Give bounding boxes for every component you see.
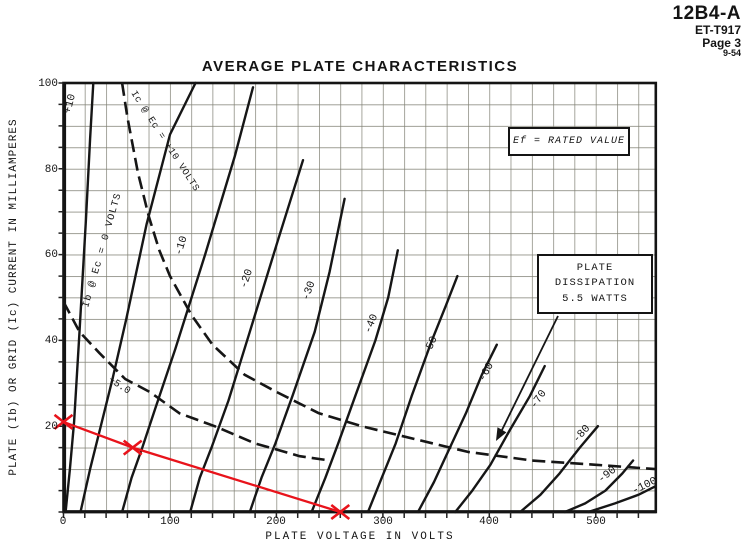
dissipation-line-1: PLATE bbox=[576, 262, 614, 275]
dissipation-pointer-arrowhead bbox=[496, 427, 507, 441]
dissipation-pointer bbox=[496, 315, 559, 441]
y-tick-80: 80 bbox=[44, 164, 58, 176]
curve-+5-0 bbox=[62, 301, 330, 462]
doc-header: 12B4-A ET-T917 Page 3 9-54 bbox=[673, 4, 741, 59]
curve--20 bbox=[189, 159, 305, 514]
load-line-x-marker bbox=[53, 413, 74, 430]
curve--80 bbox=[519, 425, 600, 514]
y-tick-100: 100 bbox=[38, 78, 58, 90]
doc-date: 9-54 bbox=[722, 48, 741, 59]
ef-note-text: Ef = RATED VALUE bbox=[512, 136, 625, 147]
curve-label-m10: -10 bbox=[173, 235, 190, 257]
load-line-x-marker bbox=[330, 503, 351, 521]
curve--100 bbox=[587, 485, 657, 514]
tube-model: 12B4-A bbox=[672, 3, 741, 24]
curve-ic-ec-+10-volts bbox=[120, 82, 656, 471]
curve--60 bbox=[416, 343, 498, 514]
y-tick-60: 60 bbox=[44, 249, 58, 261]
dissipation-line-3: 5.5 WATTS bbox=[562, 292, 628, 305]
dissipation-line-2: DISSIPATION bbox=[554, 277, 636, 290]
load-line-annotation bbox=[53, 413, 351, 521]
x-axis-label: PLATE VOLTAGE IN VOLTS bbox=[265, 531, 455, 543]
y-axis-label: PLATE (Ib) OR GRID (Ic) CURRENT IN MILLI… bbox=[8, 118, 20, 476]
ef-rated-value-box: Ef = RATED VALUE bbox=[508, 127, 630, 156]
x-tick-300: 300 bbox=[373, 516, 393, 528]
x-tick-500: 500 bbox=[586, 516, 606, 528]
x-tick-400: 400 bbox=[479, 516, 499, 528]
curve-ib-ec-0-volts bbox=[79, 81, 197, 514]
curve-label-m20: -20 bbox=[238, 268, 256, 291]
page-number: Page 3 bbox=[702, 35, 741, 50]
curve--10 bbox=[120, 86, 255, 514]
y-tick-20: 20 bbox=[44, 421, 58, 433]
characteristic-curves bbox=[62, 81, 657, 514]
load-line-x-marker bbox=[122, 439, 143, 456]
x-tick-0: 0 bbox=[59, 516, 67, 528]
curve-+10 bbox=[64, 81, 95, 514]
plate-dissipation-box: PLATE DISSIPATION 5.5 WATTS bbox=[537, 254, 653, 314]
x-tick-100: 100 bbox=[160, 516, 180, 528]
axis-tick-marks bbox=[58, 82, 640, 518]
chart-title: AVERAGE PLATE CHARACTERISTICS bbox=[201, 58, 519, 75]
curve--50 bbox=[366, 274, 459, 514]
y-tick-40: 40 bbox=[44, 335, 58, 347]
x-tick-200: 200 bbox=[266, 516, 286, 528]
curve--30 bbox=[248, 197, 346, 514]
curve-label-plus10: +10 bbox=[62, 93, 79, 115]
curve--70 bbox=[454, 364, 546, 514]
doc-number: ET-T917 bbox=[694, 22, 741, 37]
curve--40 bbox=[310, 249, 399, 514]
curve--90 bbox=[563, 459, 635, 514]
